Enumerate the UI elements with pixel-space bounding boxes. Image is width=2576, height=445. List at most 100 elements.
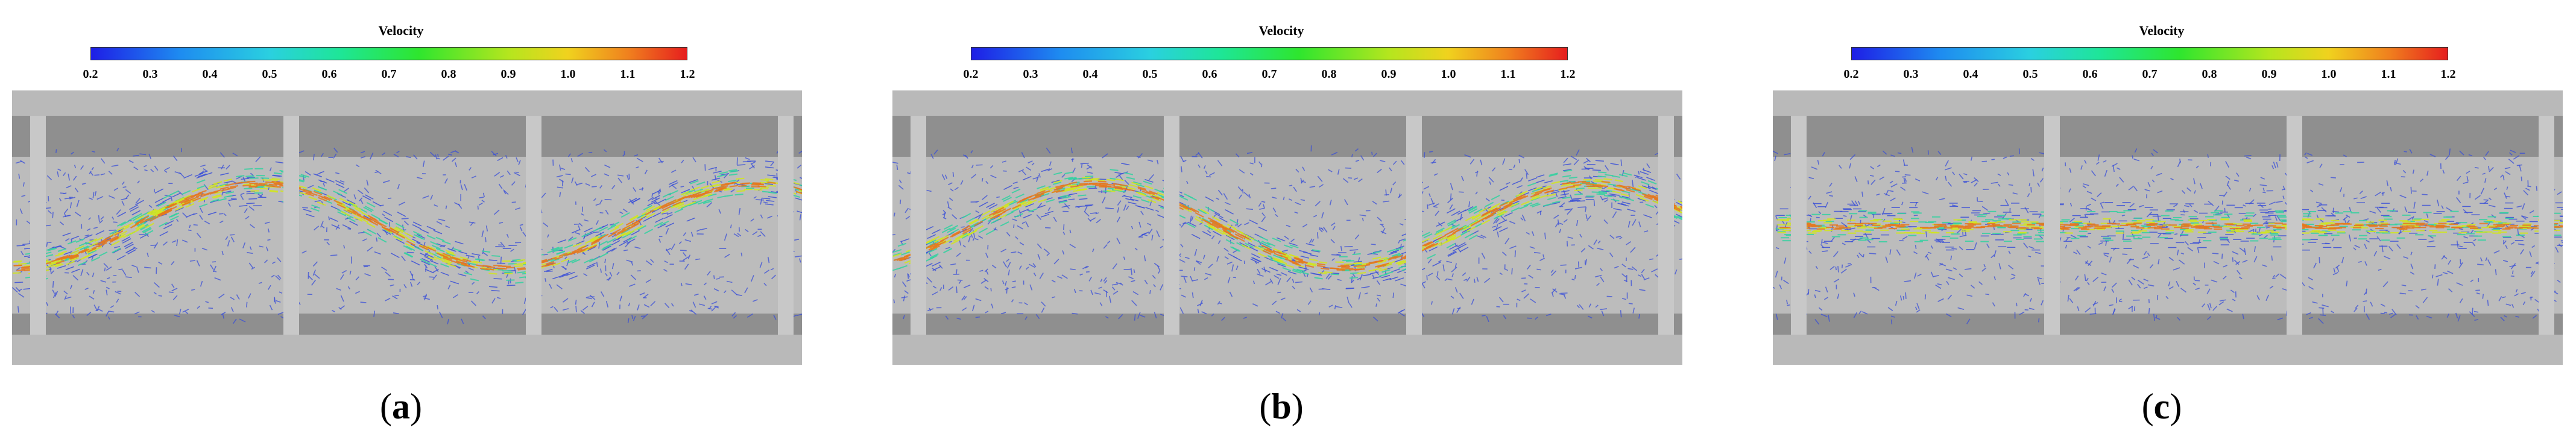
- velocity-vector: [1399, 238, 1406, 241]
- velocity-vector: [1082, 265, 1088, 270]
- velocity-vector: [450, 280, 459, 285]
- velocity-vector: [139, 233, 149, 239]
- velocity-vector: [577, 153, 583, 157]
- velocity-vector: [1261, 201, 1266, 203]
- velocity-vector: [382, 180, 390, 183]
- velocity-vector: [125, 189, 131, 194]
- velocity-vector: [1154, 312, 1157, 319]
- velocity-vector: [947, 206, 952, 210]
- velocity-vector: [724, 174, 728, 178]
- velocity-vector: [174, 206, 184, 211]
- velocity-vector: [2097, 192, 2102, 197]
- velocity-vector: [2504, 315, 2507, 318]
- velocity-vector: [2168, 286, 2174, 290]
- velocity-vector: [575, 240, 585, 245]
- velocity-vector: [396, 238, 405, 244]
- velocity-vector: [110, 305, 115, 308]
- velocity-vector: [962, 213, 971, 219]
- velocity-vector: [554, 256, 564, 260]
- velocity-vector: [1539, 257, 1545, 261]
- velocity-vector: [711, 301, 718, 305]
- velocity-vector: [556, 284, 563, 289]
- velocity-vector: [130, 229, 140, 235]
- velocity-vector: [2366, 288, 2367, 294]
- velocity-vector: [588, 243, 598, 249]
- velocity-vector: [470, 221, 474, 226]
- velocity-vector: [300, 174, 309, 178]
- baffle: [911, 116, 926, 335]
- velocity-vector: [227, 202, 231, 207]
- velocity-vector: [1603, 195, 1613, 198]
- velocity-vector: [142, 227, 152, 234]
- velocity-vector: [1073, 289, 1076, 294]
- velocity-vector: [2384, 256, 2391, 260]
- velocity-vector: [724, 194, 733, 197]
- velocity-vector: [2353, 308, 2358, 312]
- velocity-vector: [561, 168, 566, 170]
- velocity-vector: [2388, 246, 2393, 251]
- velocity-vector: [1311, 239, 1315, 243]
- velocity-vector: [962, 229, 971, 235]
- velocity-vector: [1059, 183, 1069, 187]
- velocity-vector: [70, 285, 72, 289]
- velocity-vector: [2519, 165, 2522, 172]
- velocity-vector: [1861, 191, 1864, 197]
- velocity-vector: [2505, 303, 2511, 306]
- velocity-vector: [1290, 238, 1295, 242]
- velocity-vector: [246, 177, 256, 178]
- velocity-vector: [1357, 277, 1361, 280]
- velocity-vector: [1248, 194, 1251, 198]
- velocity-vector: [1464, 233, 1474, 239]
- velocity-vector: [269, 190, 278, 193]
- velocity-vector: [116, 254, 126, 260]
- velocity-vector: [567, 153, 571, 157]
- velocity-vector: [392, 295, 398, 300]
- velocity-vector: [2086, 191, 2092, 194]
- velocity-vector: [1831, 236, 1835, 242]
- velocity-vector: [410, 282, 413, 287]
- velocity-vector: [180, 199, 190, 204]
- velocity-vector: [1904, 280, 1911, 282]
- velocity-vector: [651, 207, 661, 213]
- velocity-vector: [1009, 200, 1018, 206]
- velocity-vector: [499, 222, 504, 224]
- velocity-vector: [1118, 314, 1123, 320]
- velocity-vector: [672, 201, 682, 207]
- velocity-vector: [147, 215, 156, 221]
- velocity-vector: [798, 189, 802, 192]
- velocity-vector: [213, 181, 223, 185]
- velocity-vector: [1563, 157, 1568, 163]
- velocity-vector: [1342, 178, 1349, 183]
- velocity-vector: [1632, 308, 1635, 314]
- velocity-vector: [1292, 262, 1301, 267]
- velocity-vector: [1471, 213, 1481, 219]
- velocity-vector: [1264, 248, 1273, 254]
- velocity-vector: [2316, 201, 2322, 204]
- velocity-vector: [14, 282, 24, 283]
- colorbar-tick-label: 0.6: [1202, 68, 1217, 81]
- velocity-vector: [2308, 317, 2313, 320]
- velocity-vector: [48, 195, 49, 202]
- velocity-vector: [1905, 292, 1907, 299]
- velocity-vector: [134, 311, 140, 315]
- velocity-vector: [205, 301, 209, 303]
- velocity-vector: [753, 196, 757, 199]
- velocity-vector: [131, 265, 137, 268]
- velocity-vector: [1113, 291, 1119, 295]
- velocity-vector: [672, 185, 677, 189]
- velocity-vector: [2455, 312, 2458, 318]
- flow-field: [12, 90, 802, 365]
- velocity-vector: [109, 195, 115, 199]
- velocity-vector: [1394, 247, 1404, 251]
- velocity-vector: [117, 291, 122, 292]
- velocity-vector: [1564, 295, 1567, 299]
- velocity-vector: [1258, 226, 1267, 232]
- velocity-vector: [1131, 300, 1137, 306]
- velocity-vector: [374, 171, 379, 174]
- velocity-vector: [1632, 219, 1637, 226]
- velocity-vector: [2388, 312, 2393, 315]
- velocity-vector: [1146, 191, 1155, 195]
- velocity-vector: [1185, 180, 1189, 185]
- velocity-vector: [1272, 197, 1277, 199]
- velocity-vector: [1677, 215, 1682, 219]
